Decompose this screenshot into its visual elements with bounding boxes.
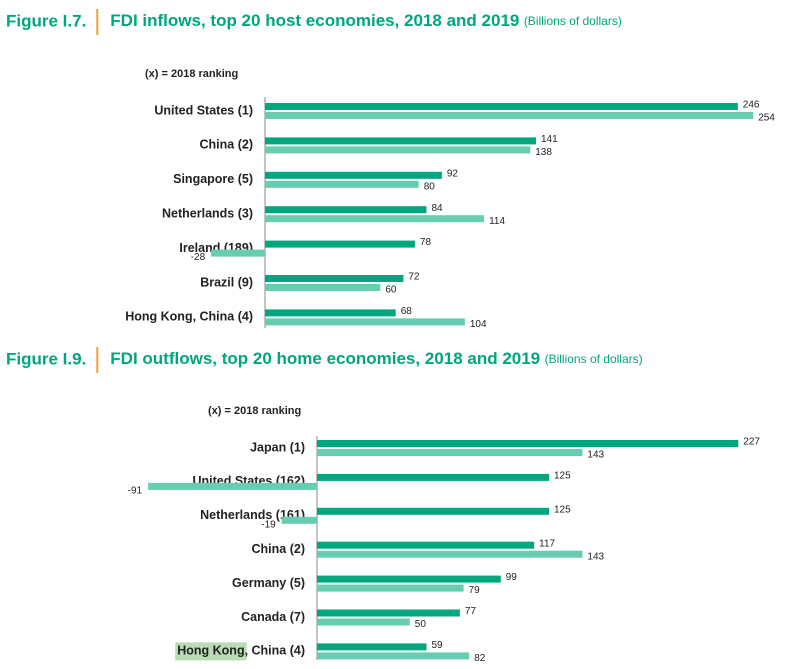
- value-label: 79: [469, 585, 481, 596]
- value-label: 99: [506, 572, 518, 583]
- value-label: 60: [385, 285, 397, 296]
- value-label: 59: [432, 640, 444, 651]
- value-label: 84: [431, 203, 443, 214]
- category-label: Singapore (5): [173, 172, 253, 186]
- value-label: 72: [408, 272, 420, 283]
- bar: [317, 643, 427, 651]
- value-label: 114: [489, 216, 505, 227]
- bar: [265, 146, 531, 154]
- title-text: FDI outflows, top 20 home economies, 201…: [110, 349, 540, 368]
- value-label: -91: [128, 486, 143, 497]
- value-label: 77: [465, 606, 477, 617]
- bar: [317, 440, 739, 447]
- search-highlight: [175, 642, 247, 661]
- value-label: 246: [743, 100, 760, 111]
- bar: [211, 249, 265, 257]
- figure-title: FDI inflows, top 20 host economies, 2018…: [110, 11, 622, 30]
- bar: [317, 541, 535, 549]
- bar: [148, 482, 317, 490]
- category-label: Germany (5): [232, 576, 305, 590]
- value-label: 254: [758, 113, 775, 124]
- category-label: Brazil (9): [200, 275, 253, 289]
- value-label: 138: [535, 147, 552, 158]
- value-label: 78: [420, 237, 432, 248]
- figure-title: FDI outflows, top 20 home economies, 201…: [110, 349, 642, 368]
- category-label: Netherlands (3): [162, 206, 253, 220]
- value-label: 50: [415, 619, 427, 630]
- bar: [265, 103, 738, 110]
- bar: [265, 215, 485, 223]
- value-label: -19: [261, 519, 276, 530]
- bar: [265, 206, 427, 214]
- bar: [317, 449, 583, 456]
- value-label: 117: [539, 538, 555, 549]
- category-label: Hong Kong, China (4): [177, 644, 305, 658]
- bar: [317, 609, 460, 617]
- bar: [265, 275, 404, 282]
- unit-note: (Billions of dollars): [545, 352, 643, 366]
- value-label: 143: [587, 551, 604, 562]
- ranking-note: (x) = 2018 ranking: [208, 405, 301, 417]
- value-label: 227: [743, 437, 760, 448]
- figure-label: Figure I.9.: [6, 349, 86, 368]
- value-label: 68: [401, 306, 413, 317]
- category-label: Canada (7): [241, 610, 305, 624]
- bar: [265, 180, 419, 188]
- bar: [317, 618, 410, 626]
- category-label: Hong Kong, China (4): [125, 310, 253, 324]
- category-label: Netherlands (161): [200, 508, 305, 522]
- value-label: 141: [541, 134, 558, 145]
- value-label: 143: [587, 450, 604, 461]
- bar: [317, 473, 549, 481]
- ranking-note: (x) = 2018 ranking: [145, 68, 238, 80]
- bar: [317, 584, 464, 592]
- value-label: -28: [191, 252, 206, 263]
- value-label: 92: [447, 168, 459, 179]
- category-label: China (2): [252, 542, 305, 556]
- bar: [281, 516, 317, 524]
- category-label: Japan (1): [250, 440, 305, 454]
- title-text: FDI inflows, top 20 host economies, 2018…: [110, 11, 519, 30]
- category-label: United States (1): [154, 103, 253, 117]
- category-label: China (2): [200, 138, 253, 152]
- value-label: 80: [424, 181, 436, 192]
- bar: [265, 309, 396, 317]
- figure-label: Figure I.7.: [6, 11, 86, 30]
- value-label: 104: [470, 319, 487, 330]
- value-label: 125: [554, 471, 571, 482]
- value-label: 82: [474, 653, 486, 664]
- bar: [317, 652, 470, 660]
- value-label: 125: [554, 504, 571, 515]
- bar: [265, 171, 442, 179]
- bar: [265, 284, 381, 291]
- bar: [265, 137, 537, 145]
- bar: [317, 550, 583, 558]
- bar: [265, 318, 465, 326]
- bar: [265, 112, 754, 119]
- bar: [317, 575, 501, 583]
- unit-note: (Billions of dollars): [524, 14, 622, 28]
- bar: [317, 507, 549, 515]
- bar: [265, 240, 415, 248]
